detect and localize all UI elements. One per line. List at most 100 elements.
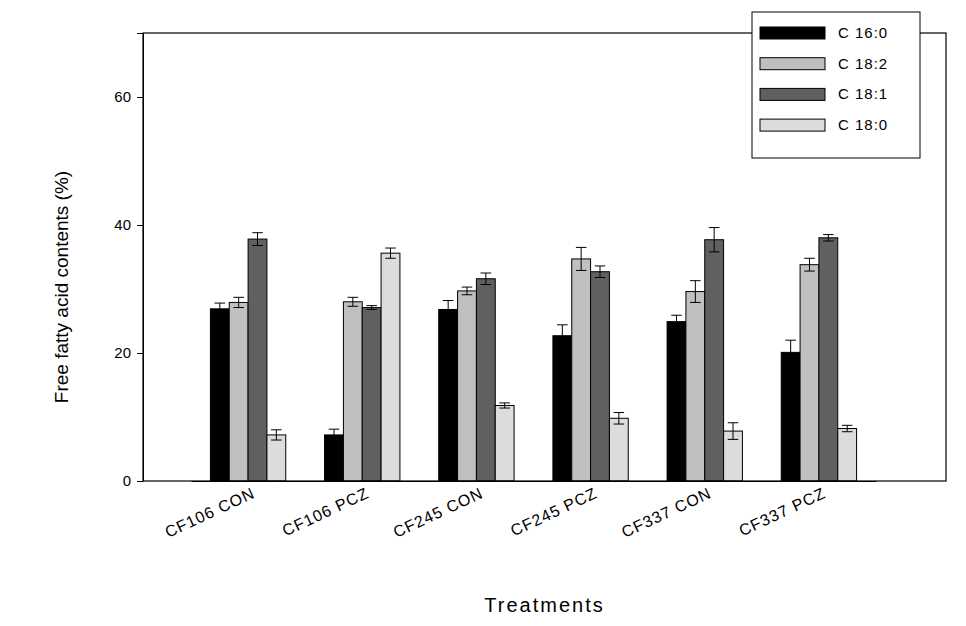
bar [667, 322, 686, 481]
error-bar [271, 430, 282, 440]
y-tick-mark [137, 481, 143, 482]
error-bar [499, 403, 510, 408]
error-bar [842, 425, 853, 431]
error-cap [271, 429, 282, 430]
error-cap [462, 287, 473, 288]
bar [458, 291, 477, 481]
error-cap [557, 346, 568, 347]
y-tick-mark [137, 97, 143, 98]
legend-label: C 18:2 [838, 55, 888, 72]
x-tick: CF245 CON [391, 481, 486, 541]
bar-series [267, 248, 857, 481]
x-axis-line [192, 481, 877, 482]
bar [781, 352, 800, 481]
error-bar [233, 297, 244, 307]
bar [439, 309, 458, 481]
bar [210, 309, 229, 481]
error-stem [333, 429, 334, 441]
error-stem [809, 258, 810, 271]
error-bar [804, 258, 815, 271]
y-tick: 0 [123, 472, 143, 489]
error-stem [828, 235, 829, 241]
error-cap [576, 270, 587, 271]
error-cap [348, 306, 359, 307]
bar [572, 259, 591, 481]
x-tick: CF106 CON [162, 481, 257, 541]
error-stem [219, 303, 220, 315]
x-axis: CF106 CONCF106 PCZCF245 CONCF245 PCZCF33… [162, 481, 876, 541]
error-stem [352, 297, 353, 306]
error-bar [823, 235, 834, 241]
y-tick-label: 20 [114, 344, 131, 361]
error-stem [600, 266, 601, 278]
y-tick-mark [137, 225, 143, 226]
error-cap [499, 402, 510, 403]
bar [800, 265, 819, 481]
error-cap [443, 318, 454, 319]
error-stem [676, 315, 677, 328]
legend-swatch [760, 27, 825, 39]
error-bar [614, 413, 625, 425]
x-tick: CF245 PCZ [508, 481, 600, 539]
y-tick-mark [137, 353, 143, 354]
error-bar [690, 281, 701, 303]
legend: C 16:0C 18:2C 18:1C 18:0 [752, 12, 920, 158]
bar [495, 405, 514, 481]
error-cap [215, 303, 226, 304]
error-bar [366, 306, 377, 310]
bar [343, 302, 362, 481]
legend-box [752, 12, 920, 158]
bar [609, 418, 628, 481]
error-stem [390, 248, 391, 258]
x-tick-label: CF337 CON [619, 484, 714, 540]
error-cap [842, 431, 853, 432]
x-axis-title: Treatments [484, 594, 604, 616]
error-stem [562, 325, 563, 347]
error-cap [614, 424, 625, 425]
bar [362, 308, 381, 481]
legend-swatch [760, 58, 825, 70]
error-cap [329, 440, 340, 441]
error-cap [595, 277, 606, 278]
error-bar [557, 325, 568, 347]
error-cap [709, 251, 720, 252]
error-cap [385, 248, 396, 249]
error-cap [252, 232, 263, 233]
error-cap [481, 273, 492, 274]
error-cap [785, 340, 796, 341]
error-cap [614, 412, 625, 413]
error-bar [595, 266, 606, 278]
error-cap [785, 364, 796, 365]
error-cap [823, 234, 834, 235]
error-cap [671, 315, 682, 316]
error-stem [504, 403, 505, 408]
error-bar [576, 247, 587, 270]
error-cap [728, 439, 739, 440]
error-cap [271, 440, 282, 441]
bar [381, 253, 400, 481]
bar [229, 302, 248, 481]
error-bar [385, 248, 396, 258]
error-cap [329, 429, 340, 430]
bar [476, 279, 495, 481]
error-stem [733, 423, 734, 440]
error-cap [233, 297, 244, 298]
y-axis-title: Free fatty acid contents (%) [51, 171, 72, 403]
error-bar [215, 303, 226, 315]
error-cap [823, 241, 834, 242]
error-stem [485, 273, 486, 285]
legend-label: C 16:0 [838, 24, 888, 41]
bar [248, 239, 267, 481]
error-cap [252, 245, 263, 246]
bar-series [229, 247, 819, 481]
y-tick-label: 60 [114, 88, 131, 105]
legend-label: C 18:1 [838, 85, 888, 102]
error-stem [695, 281, 696, 303]
bar [553, 336, 572, 481]
bar [267, 435, 286, 481]
error-bar [709, 228, 720, 252]
error-cap [215, 314, 226, 315]
error-cap [462, 294, 473, 295]
error-cap [804, 258, 815, 259]
y-tick: 20 [114, 344, 143, 361]
